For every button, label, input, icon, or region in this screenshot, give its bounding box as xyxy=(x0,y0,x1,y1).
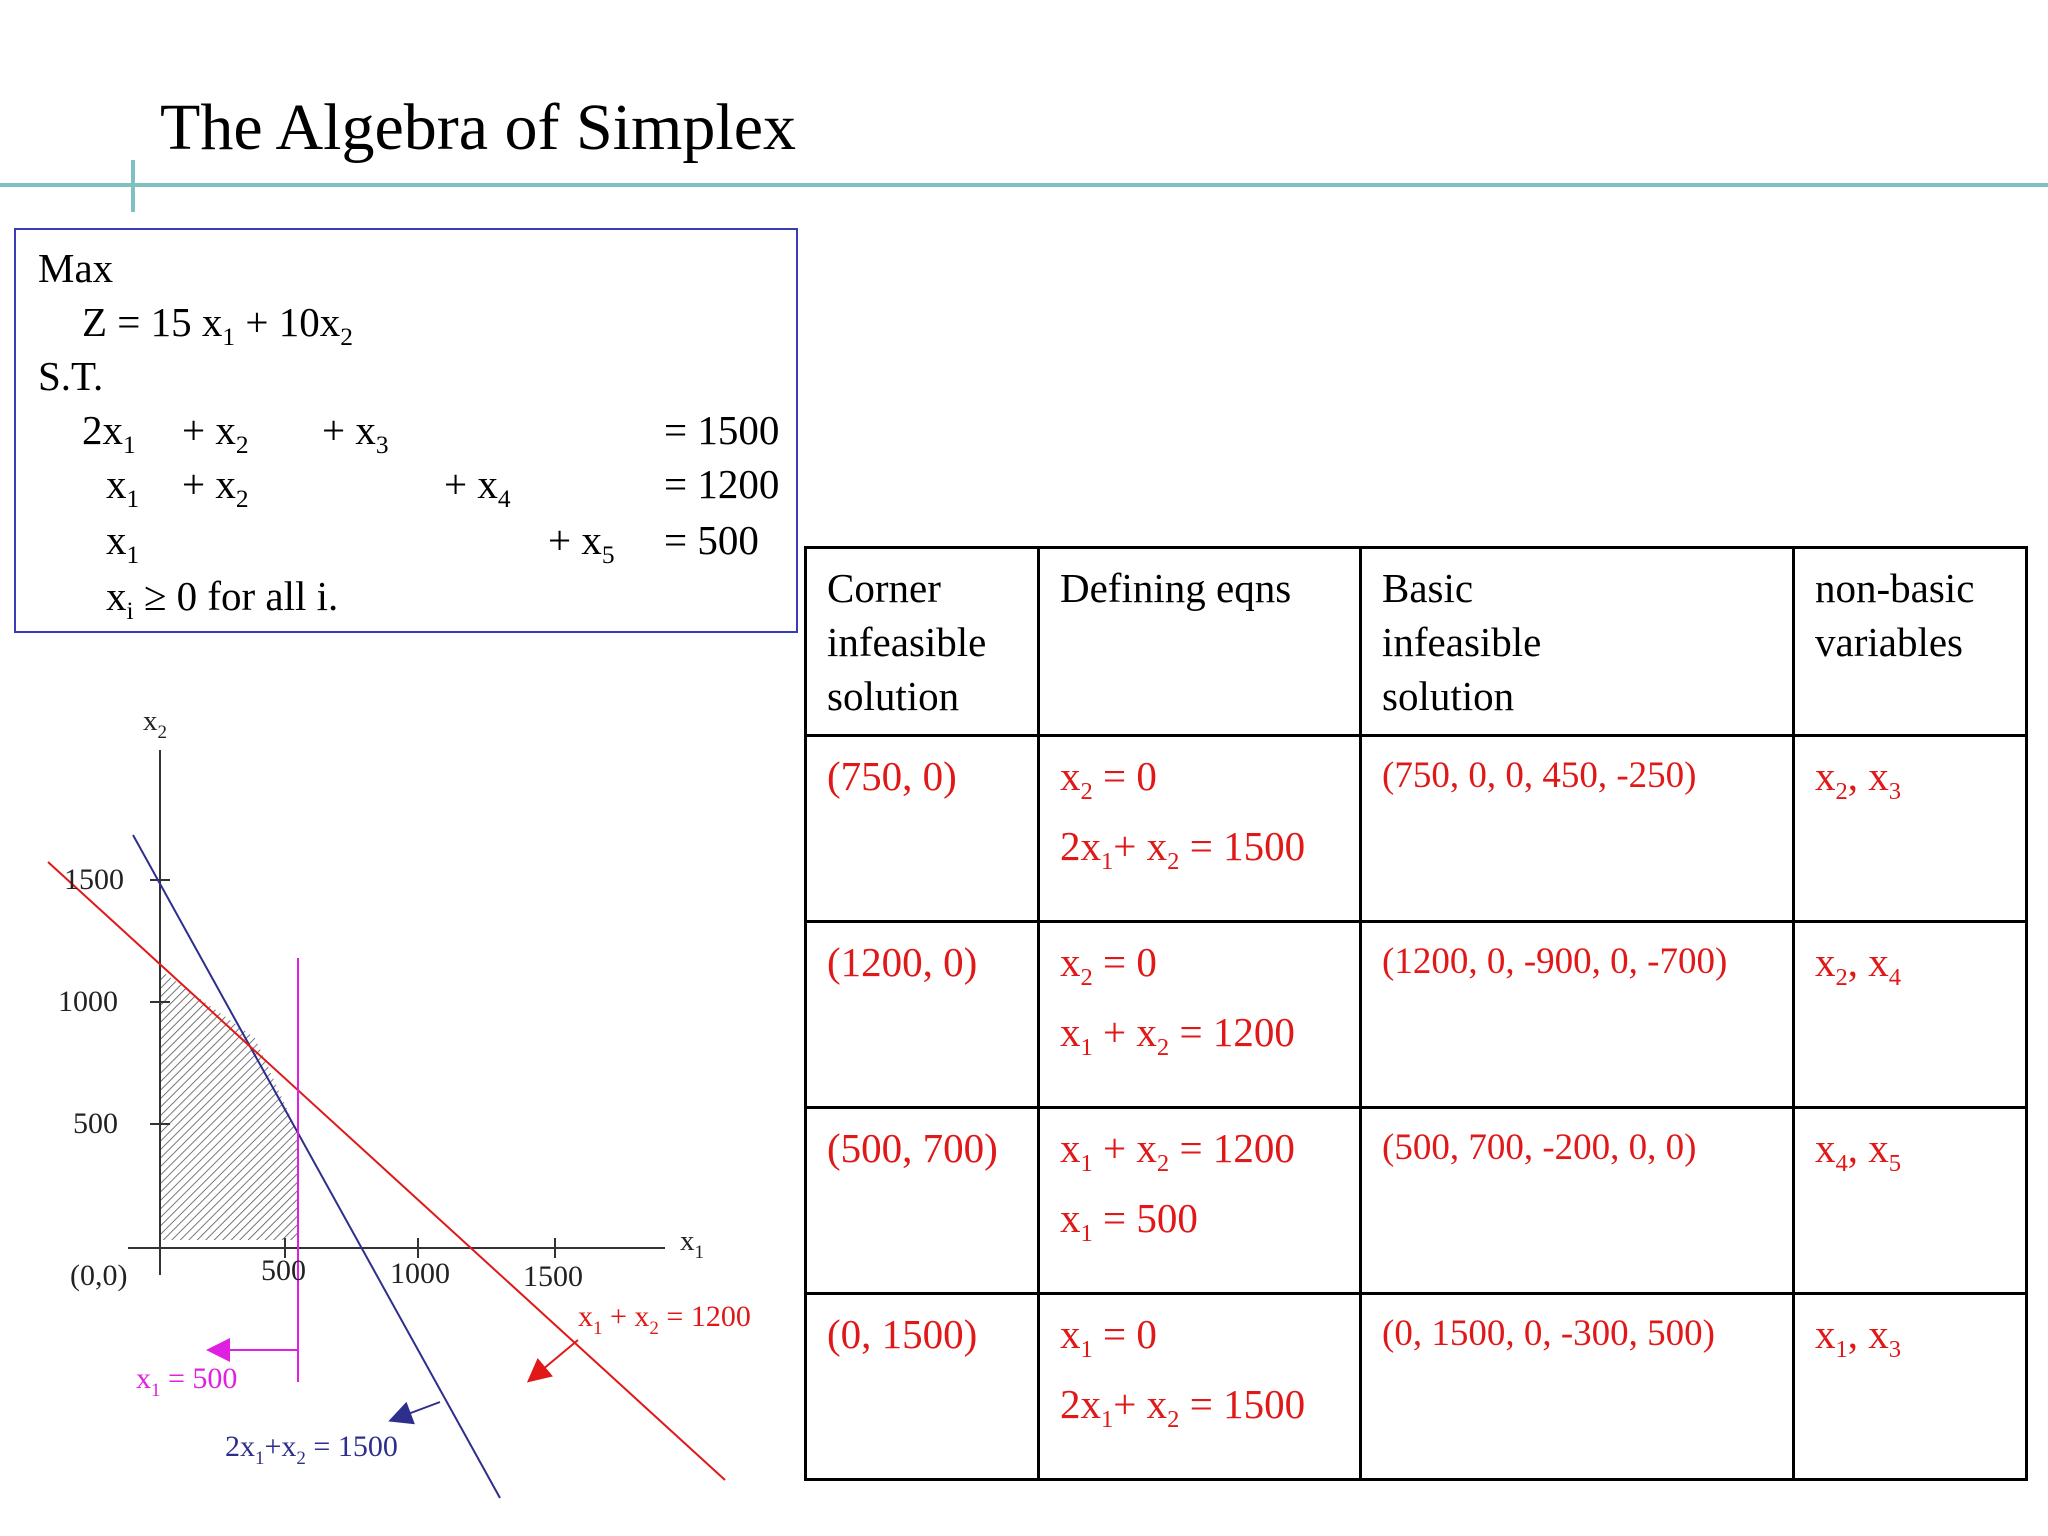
basic-solution-cell: (1200, 0, -900, 0, -700) xyxy=(1359,920,1795,1109)
title-tick xyxy=(131,160,135,212)
max-label: Max xyxy=(38,245,114,291)
non-basic-cell: x4, x5 xyxy=(1792,1106,2028,1295)
constraint-3: x1 + x5 = 500 xyxy=(106,517,759,570)
corner-cell: (500, 700) xyxy=(804,1106,1040,1295)
x-tick-label-1000: 1000 xyxy=(390,1257,450,1290)
corner-cell: (1200, 0) xyxy=(804,920,1040,1109)
defining-eqns-cell: x1 = 0 2x1+ x2 = 1500 xyxy=(1037,1292,1362,1481)
non-basic-cell: x2, x4 xyxy=(1792,920,2028,1109)
x-axis-label: x1 xyxy=(680,1225,704,1263)
magenta-line-label: x1 = 500 xyxy=(136,1362,237,1401)
corner-cell: (750, 0) xyxy=(804,734,1040,923)
red-direction-arrow xyxy=(526,1339,579,1383)
x-tick-label-1500: 1500 xyxy=(523,1260,583,1293)
y-axis-label: x2 xyxy=(143,705,167,743)
objective-z: Z = 15 x xyxy=(82,299,223,345)
table-row: (750, 0) x2 = 0 2x1+ x2 = 1500 (750, 0, … xyxy=(804,734,2028,923)
corner-cell: (0, 1500) xyxy=(804,1292,1040,1481)
st-label: S.T. xyxy=(38,353,104,399)
objective-function: Z = 15 x1 + 10x2 xyxy=(82,299,353,352)
defining-eqns-cell: x2 = 0 x1 + x2 = 1200 xyxy=(1037,920,1362,1109)
constraint-line-2x1-x2-1500 xyxy=(132,834,501,1499)
y-tick-label-1000: 1000 xyxy=(58,985,118,1018)
table-row: (0, 1500) x1 = 0 2x1+ x2 = 1500 (0, 1500… xyxy=(804,1292,2028,1481)
y-tick-label-500: 500 xyxy=(73,1107,118,1140)
basic-solution-cell: (750, 0, 0, 450, -250) xyxy=(1359,734,1795,923)
y-tick-label-1500: 1500 xyxy=(64,863,124,896)
constraint-line-x1-x2-1200 xyxy=(47,861,726,1481)
constraint-2: x1 + x2 + x4 = 1200 xyxy=(106,461,780,514)
defining-eqns-cell: x2 = 0 2x1+ x2 = 1500 xyxy=(1037,734,1362,923)
non-basic-cell: x2, x3 xyxy=(1792,734,2028,923)
blue-direction-arrow xyxy=(388,1401,441,1425)
corner-solutions-table: Corner infeasible solution Defining eqns… xyxy=(804,546,2028,1481)
table-header-row: Corner infeasible solution Defining eqns… xyxy=(804,546,2028,737)
blue-line-label: 2x1+x2 = 1500 xyxy=(225,1430,398,1469)
header-defining-eqns: Defining eqns xyxy=(1037,546,1362,737)
basic-solution-cell: (0, 1500, 0, -300, 500) xyxy=(1359,1292,1795,1481)
basic-solution-cell: (500, 700, -200, 0, 0) xyxy=(1359,1106,1795,1295)
header-non-basic: non-basic variables xyxy=(1792,546,2028,737)
non-basic-cell: x1, x3 xyxy=(1792,1292,2028,1481)
header-corner: Corner infeasible solution xyxy=(804,546,1040,737)
table-row: (1200, 0) x2 = 0 x1 + x2 = 1200 (1200, 0… xyxy=(804,920,2028,1109)
constraint-1: 2x1 + x2 + x3 = 1500 xyxy=(82,407,780,460)
feasible-region-graph: x2 x1 1500 1000 500 (0,0) 500 1000 1500 … xyxy=(47,705,751,1499)
nonnegativity: xi ≥ 0 for all i. xyxy=(106,573,339,626)
lp-formulation-box: Max Z = 15 x1 + 10x2 S.T. 2x1 + x2 + x3 … xyxy=(14,228,798,633)
origin-label: (0,0) xyxy=(70,1259,127,1292)
objective-plus: + 10x xyxy=(235,299,341,345)
red-line-label: x1 + x2 = 1200 xyxy=(578,1300,751,1339)
table-row: (500, 700) x1 + x2 = 1200 x1 = 500 (500,… xyxy=(804,1106,2028,1295)
feasible-region xyxy=(160,970,298,1240)
x-tick-label-500: 500 xyxy=(261,1254,306,1287)
title-underline xyxy=(0,183,2048,187)
defining-eqns-cell: x1 + x2 = 1200 x1 = 500 xyxy=(1037,1106,1362,1295)
slide-title: The Algebra of Simplex xyxy=(160,91,797,164)
header-basic-solution: Basic infeasible solution xyxy=(1359,546,1795,737)
